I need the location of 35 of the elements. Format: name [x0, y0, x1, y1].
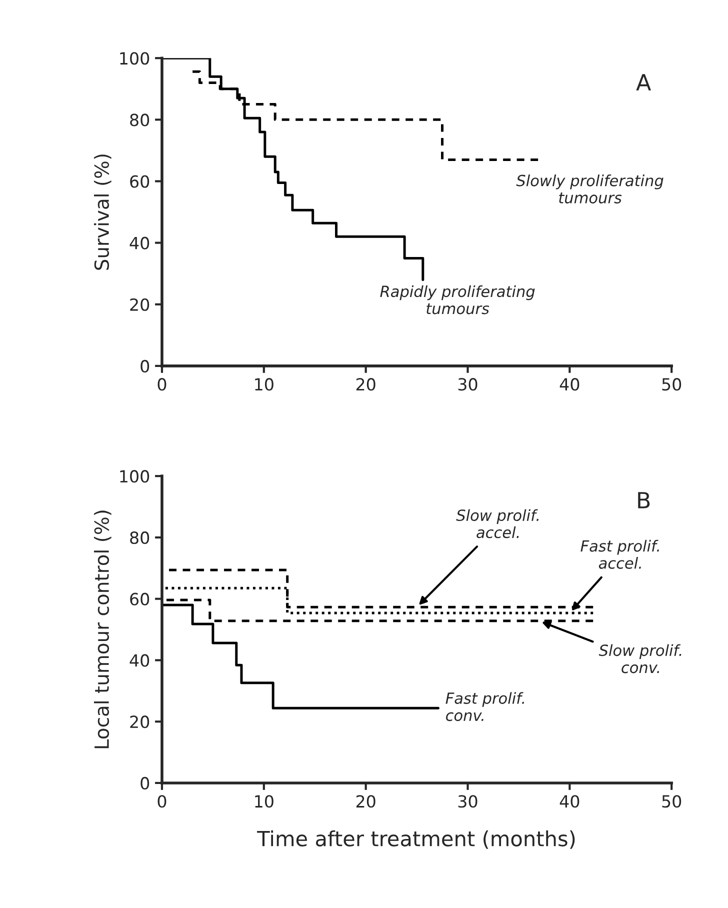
y-tick-label: 40 [130, 236, 150, 250]
y-tick-label: 20 [130, 716, 150, 728]
y-tick-label: 40 [130, 654, 150, 667]
x-tick-label: 30 [458, 378, 478, 391]
x-tick-label: 20 [356, 378, 376, 391]
text: Slow prolif. accel. [456, 509, 538, 538]
x-tick-label: 10 [255, 378, 274, 391]
text: Rapidly proliferating tumours [380, 285, 535, 314]
x-tick-label: 40 [560, 795, 580, 808]
annotation: B [638, 492, 650, 508]
y-axis-title: Local tumour control (%) [94, 510, 112, 748]
y-tick-label: 0 [140, 360, 150, 372]
y-tick-label: 100 [120, 470, 150, 483]
x-tick-label: 0 [158, 378, 166, 391]
y-tick-label: 60 [130, 175, 150, 188]
text: Fast prolif. accel. [580, 540, 659, 569]
x-tick-label: 0 [158, 795, 166, 808]
series-label: Fast prolif. conv. [446, 692, 524, 722]
x-tick-label: 10 [255, 795, 274, 808]
x-tick-label: 50 [662, 378, 682, 391]
y-tick-label: 80 [130, 114, 150, 126]
y-tick-label: 0 [140, 776, 150, 790]
y-tick-label: 100 [120, 52, 150, 65]
series-label: Slow prolif. conv. [598, 644, 682, 674]
y-tick-label: 20 [130, 298, 150, 311]
y-tick-label: 80 [130, 531, 150, 544]
x-tick-label: 50 [662, 795, 682, 808]
x-tick-label: 30 [458, 795, 478, 808]
x-axis-title: Time after treatment (months) [257, 830, 575, 849]
y-tick-label: 60 [130, 592, 150, 606]
annotation: A [636, 74, 652, 90]
x-tick-label: 40 [560, 378, 580, 391]
x-tick-label: 20 [356, 795, 376, 808]
y-axis-title: Survival (%) [94, 154, 112, 270]
series-label: Slowly proliferating tumours [516, 174, 664, 204]
